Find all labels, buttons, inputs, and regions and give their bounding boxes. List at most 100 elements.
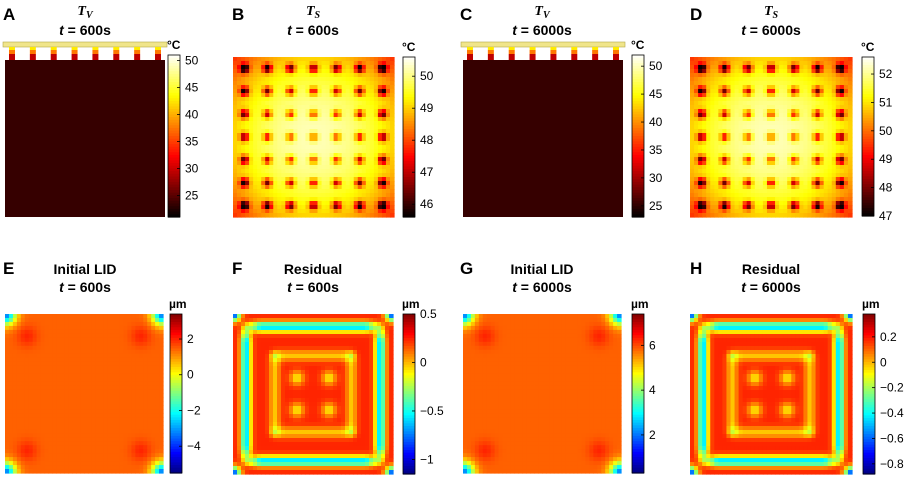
panel-B-colorbar: 50 49 48 47 46 °C [402,40,434,218]
panel-C-plot [460,41,626,217]
colorbar-unit: °C [402,40,416,54]
heater-plate [460,41,626,48]
colorbar-tick-label: 50 [185,53,199,67]
colorbar-tick-label: −0.8 [880,457,904,471]
panel-label: A [3,5,15,24]
colorbar-tick-label: 48 [420,133,434,147]
panel-E-colorbar: 2 0 −2 −4 µm [169,297,201,474]
colorbar-tick-label: 2 [187,332,194,346]
colorbar-tick-label: 50 [649,59,663,73]
colorbar-tick-label: 49 [879,152,893,166]
panel-time-label: t = 6000s [512,22,572,38]
panel-time-label: t = 600s [59,22,111,38]
colorbar-tick-label: −0.5 [420,404,444,418]
pillar [508,47,515,60]
panel-title: TV [77,4,94,21]
colorbar-tick-label: 4 [649,383,656,397]
panel-title: Residual [284,261,342,277]
colorbar-tick-label: −0.2 [880,381,904,395]
colorbar-unit: µm [402,297,420,311]
colorbar-tick-label: 2 [649,428,656,442]
colorbar-tick-label: 35 [649,143,663,157]
pillar [571,47,578,60]
pillar [134,47,141,60]
pillar [613,47,619,60]
colorbar-tick-label: −2 [187,403,201,417]
colorbar-tick-label: 49 [420,101,434,115]
colorbar-tick-label: 0 [187,368,194,382]
pillar [71,47,78,60]
panel-C-colorbar: 50 45 40 35 30 25 °C [631,38,663,218]
panel-A-plot [2,41,168,217]
colorbar-tick-label: 45 [185,80,199,94]
panel-label: D [690,5,702,24]
panel-time-label: t = 6000s [741,22,801,38]
colorbar-tick-label: −0.6 [880,431,904,445]
colorbar-tick-label: 40 [649,115,663,129]
pillar [529,47,536,60]
colorbar-tick-label: 6 [649,338,656,352]
colorbar-tick-label: 25 [185,188,199,202]
panel-time-label: t = 600s [287,22,339,38]
colorbar-tick-label: 0 [880,355,887,369]
panel-H-plot [690,314,853,475]
colorbar-tick-label: 46 [420,197,434,211]
pillar [467,47,473,60]
pillar [592,47,599,60]
panel-label: E [3,259,14,278]
colorbar-tick-label: 35 [185,134,199,148]
pillar [487,47,494,60]
colorbar-tick-label: 47 [879,209,893,223]
panel-label: C [460,5,472,24]
panel-F-colorbar: 0.5 0 −0.5 −1 µm [402,297,444,475]
colorbar-tick-label: −0.4 [880,406,904,420]
colorbar-tick-label: 30 [649,171,663,185]
colorbar-tick-label: 52 [879,67,893,81]
substrate-body [5,60,165,217]
colorbar-tick-label: −4 [187,439,201,453]
panel-B-plot [233,57,395,218]
colorbar-tick-label: 25 [649,199,663,213]
colorbar-tick-label: 0.2 [880,330,897,344]
panel-D-colorbar: 52 51 50 49 48 47 °C [861,40,893,223]
pillar [50,47,57,60]
panel-D-plot [690,57,853,218]
pillar [9,47,15,60]
colorbar-unit: µm [631,297,649,311]
colorbar-unit: µm [169,297,187,311]
panel-G-colorbar: 6 4 2 µm [631,297,656,474]
pillar [113,47,120,60]
colorbar-tick-label: 0 [420,355,427,369]
colorbar-tick-label: −1 [420,452,434,466]
pillar [29,47,36,60]
pillar [92,47,99,60]
colorbar-unit: µm [862,297,880,311]
panel-title: TS [764,4,779,21]
colorbar-unit: °C [167,38,181,52]
panel-H-colorbar: 0.2 0 −0.2 −0.4 −0.6 −0.8 µm [862,297,904,475]
pillar [550,47,557,60]
panel-F-plot [233,314,394,475]
panel-title: TV [534,4,551,21]
heater-plate [2,41,168,48]
colorbar-tick-label: 50 [879,124,893,138]
colorbar-tick-label: 48 [879,181,893,195]
panel-time-label: t = 600s [287,279,339,295]
panel-title: Initial LID [54,261,117,277]
colorbar-tick-label: 51 [879,95,893,109]
panel-E-plot [5,314,164,474]
panel-G-plot [463,314,622,474]
panel-label: H [690,259,702,278]
panel-time-label: t = 6000s [741,279,801,295]
panel-time-label: t = 6000s [512,279,572,295]
pillar [155,47,161,60]
substrate-body [463,60,623,217]
panel-title: TS [306,4,321,21]
panel-A-colorbar: 50 45 40 35 30 25 °C [167,38,199,218]
panel-label: F [232,259,242,278]
colorbar-tick-label: 50 [420,69,434,83]
panel-title: Residual [742,261,800,277]
panel-label: B [232,5,244,24]
colorbar-tick-label: 40 [185,107,199,121]
